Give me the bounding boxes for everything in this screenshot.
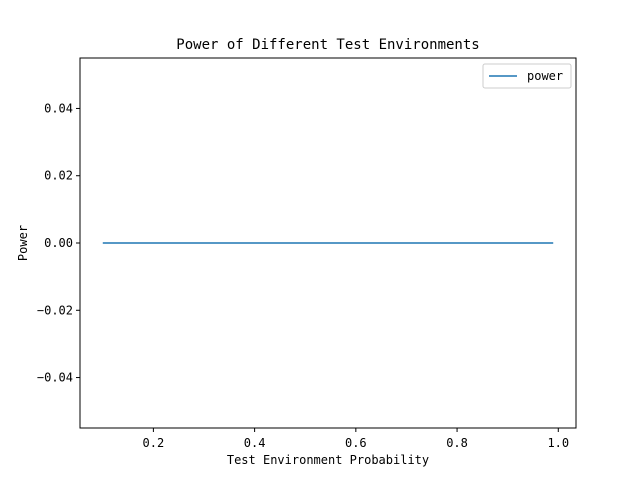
y-tick-label: 0.02 bbox=[44, 169, 73, 183]
x-tick-label: 0.8 bbox=[446, 436, 468, 450]
y-tick-label: −0.04 bbox=[37, 371, 73, 385]
legend-label-power: power bbox=[527, 69, 563, 83]
chart-title: Power of Different Test Environments bbox=[176, 37, 479, 53]
plot-area bbox=[79, 57, 577, 429]
y-axis-label: Power bbox=[16, 225, 30, 261]
x-tick-label: 0.2 bbox=[143, 436, 165, 450]
legend-box bbox=[482, 63, 572, 89]
y-tick-label: −0.02 bbox=[37, 303, 73, 317]
x-tick-label: 0.6 bbox=[345, 436, 367, 450]
x-axis-label: Test Environment Probability bbox=[227, 453, 429, 467]
y-tick-label: 0.00 bbox=[44, 236, 73, 250]
legend: power bbox=[482, 63, 572, 89]
y-tick-label: 0.04 bbox=[44, 101, 73, 115]
y-axis-ticks: −0.04 −0.02 0.00 0.02 0.04 bbox=[37, 101, 80, 385]
x-tick-label: 1.0 bbox=[547, 436, 569, 450]
x-tick-label: 0.4 bbox=[244, 436, 266, 450]
x-axis-ticks: 0.2 0.4 0.6 0.8 1.0 bbox=[143, 428, 569, 450]
